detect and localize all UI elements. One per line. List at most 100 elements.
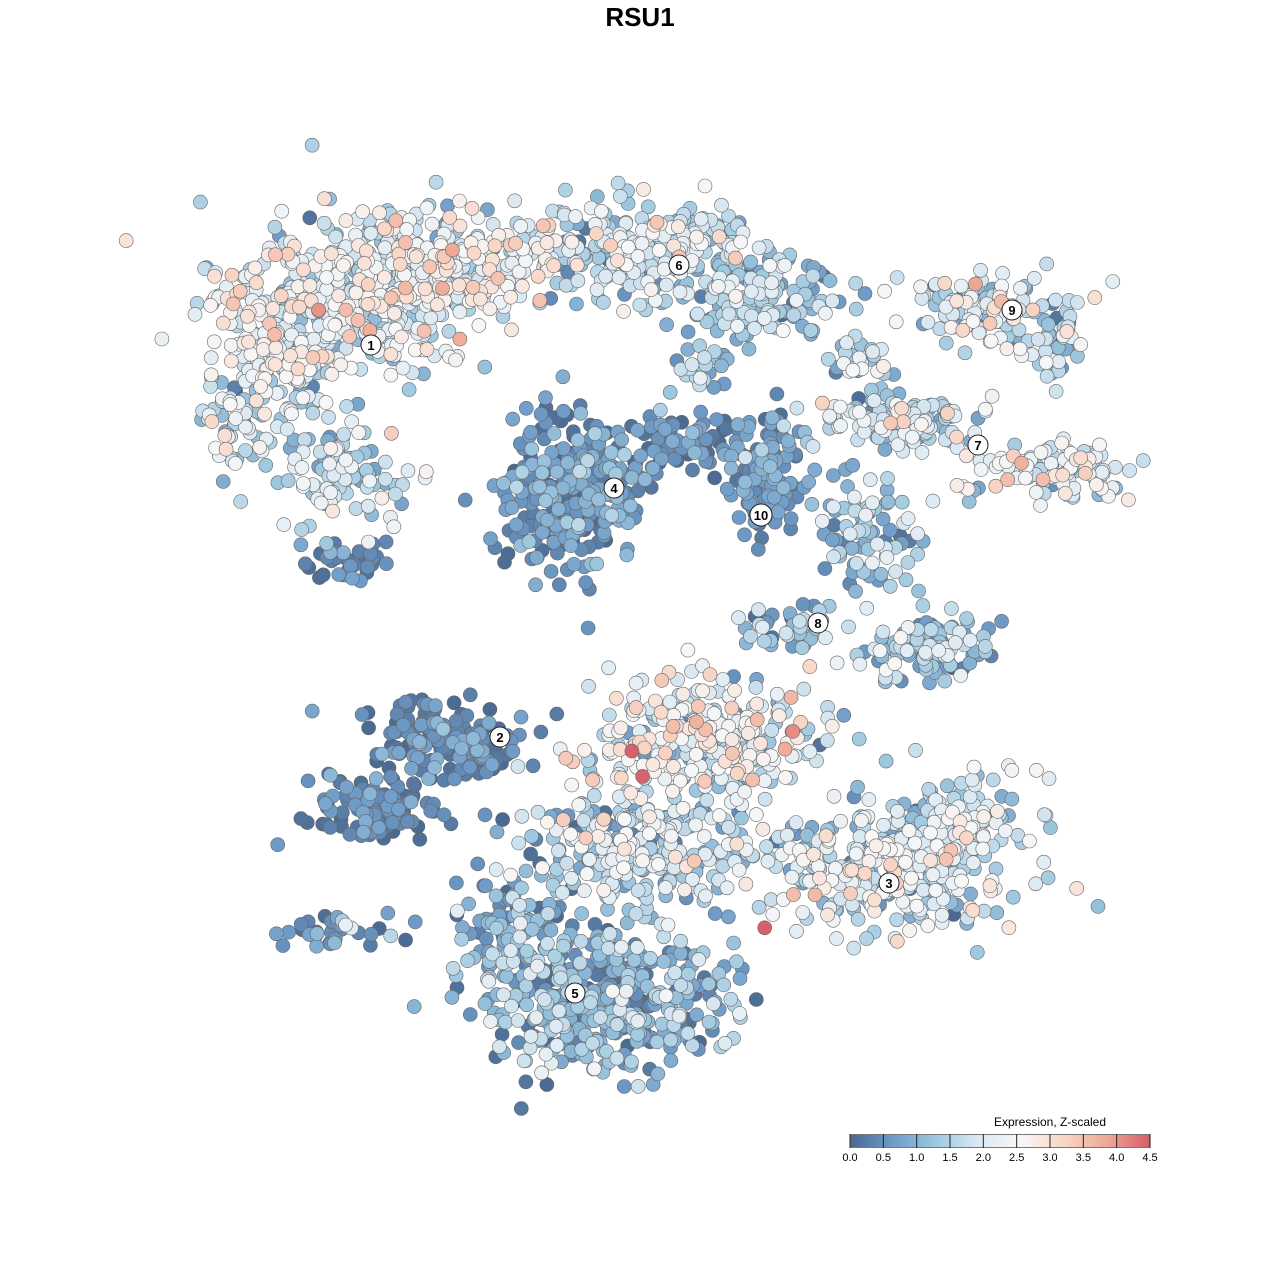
cell-point <box>964 772 980 788</box>
cell-point <box>587 426 603 441</box>
cell-point <box>581 678 596 694</box>
cell-point <box>532 293 548 308</box>
cell-point <box>398 280 413 296</box>
cell-point <box>496 987 511 1003</box>
cell-point <box>429 297 445 313</box>
cell-point <box>247 260 263 276</box>
cell-point <box>399 222 415 237</box>
cell-point <box>939 778 955 794</box>
cell-point <box>672 284 688 300</box>
cell-point <box>673 978 689 993</box>
cell-point <box>225 296 241 312</box>
cell-point <box>847 489 862 505</box>
cell-point <box>395 360 411 376</box>
cell-point <box>377 270 392 285</box>
cell-point <box>496 476 511 491</box>
cell-point <box>549 706 565 722</box>
cell-point <box>495 812 510 827</box>
cell-point <box>391 802 406 817</box>
cell-point <box>637 740 652 756</box>
cell-point <box>564 234 580 250</box>
cell-point <box>494 1027 510 1042</box>
cell-point <box>588 226 604 241</box>
cell-point <box>447 771 462 787</box>
cell-point <box>400 463 416 479</box>
cell-point <box>920 314 936 330</box>
cell-point <box>361 534 376 550</box>
cell-point <box>444 989 460 1005</box>
cell-point <box>850 911 866 927</box>
cell-point <box>745 772 760 788</box>
cell-point <box>551 501 566 517</box>
cell-point <box>724 746 740 761</box>
cell-point <box>558 750 574 766</box>
cell-point <box>524 828 540 844</box>
cell-point <box>325 503 340 519</box>
cell-point <box>645 757 661 772</box>
cell-point <box>452 193 467 209</box>
cell-point <box>449 875 464 891</box>
cell-point <box>275 938 291 953</box>
cell-point <box>603 238 618 253</box>
cell-point <box>436 807 452 823</box>
cell-point <box>617 811 632 827</box>
cell-point <box>556 812 571 828</box>
cell-point <box>462 687 478 703</box>
cell-point <box>454 741 469 756</box>
cell-point <box>680 1025 696 1041</box>
cell-point <box>845 362 861 378</box>
cell-point <box>665 433 680 449</box>
cell-point <box>470 856 486 872</box>
cell-point <box>270 837 286 853</box>
cell-point <box>274 203 290 219</box>
cell-point <box>445 960 461 976</box>
cell-point <box>907 835 923 851</box>
cell-point <box>711 229 727 244</box>
cell-point <box>764 275 780 291</box>
cell-point <box>573 933 589 949</box>
cell-point <box>596 882 612 898</box>
cell-point <box>309 938 324 954</box>
cell-point <box>698 431 714 447</box>
cell-point <box>422 259 438 275</box>
cell-point <box>1033 445 1049 460</box>
cell-point <box>658 988 674 1004</box>
cluster-label-text: 4 <box>610 481 618 496</box>
cell-point <box>572 464 588 479</box>
cell-point <box>508 517 524 533</box>
colorbar <box>850 1134 1150 1148</box>
cell-point <box>801 474 817 490</box>
cell-point <box>1001 920 1017 936</box>
cell-point <box>295 476 311 491</box>
cell-point <box>507 193 523 209</box>
cell-point <box>920 918 936 933</box>
cluster-label-10: 10 <box>749 503 773 527</box>
cell-point <box>611 270 627 285</box>
cell-point <box>535 218 551 234</box>
cell-point <box>620 239 636 255</box>
cell-point <box>619 547 635 563</box>
cell-point <box>297 432 312 448</box>
cell-point <box>985 772 1001 788</box>
cell-point <box>894 494 910 510</box>
cell-point <box>269 926 284 942</box>
cell-point <box>1073 450 1088 466</box>
cell-point <box>643 282 659 297</box>
cell-point <box>1033 498 1048 513</box>
cell-point <box>623 785 639 801</box>
cell-point <box>293 917 309 932</box>
cell-point <box>600 940 616 956</box>
cell-point <box>464 201 480 216</box>
cell-point <box>732 971 748 986</box>
cell-point <box>215 474 231 489</box>
cell-point <box>902 923 917 938</box>
cell-point <box>540 936 555 951</box>
cell-point <box>749 712 765 728</box>
cell-point <box>1027 270 1042 286</box>
cell-point <box>348 285 364 301</box>
cell-point <box>300 773 316 789</box>
cell-point <box>478 878 493 894</box>
cell-point <box>685 462 700 478</box>
cell-point <box>918 645 933 660</box>
cell-point <box>757 633 772 649</box>
